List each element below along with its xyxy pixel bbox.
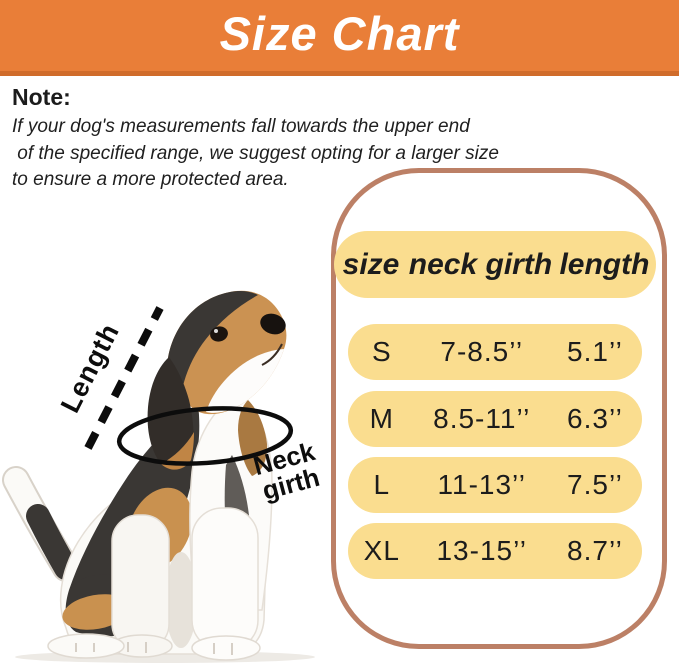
note-line: of the specified range, we suggest optin… xyxy=(12,142,499,164)
note-section: Note: If your dog's measurements fall to… xyxy=(12,84,499,194)
length-dashed-line xyxy=(84,306,164,450)
size-table-frame xyxy=(331,168,667,649)
length-value: 7.5’’ xyxy=(567,469,623,500)
dog-measurement-diagram: Length Neck girth xyxy=(0,280,340,666)
length-value: 6.3’’ xyxy=(567,403,623,434)
size-value: M xyxy=(369,403,394,434)
neck-girth-value: 7-8.5’’ xyxy=(440,336,524,367)
table-row: M 8.5-11’’ 6.3’’ xyxy=(348,391,642,447)
size-value: S xyxy=(371,336,392,367)
column-header-length: length xyxy=(559,247,650,281)
neck-girth-value: 13-15’’ xyxy=(436,535,528,566)
table-row: S 7-8.5’’ 5.1’’ xyxy=(348,324,642,380)
neck-girth-value: 11-13’’ xyxy=(437,469,526,500)
size-value: XL xyxy=(363,535,400,566)
note-line: to ensure a more protected area. xyxy=(12,169,289,190)
neck-girth-ring xyxy=(116,406,294,466)
column-header-size: size xyxy=(342,247,400,281)
page-title: Size Chart xyxy=(219,7,460,60)
dog-nose xyxy=(260,313,286,335)
note-line: If your dog's measurements fall towards … xyxy=(12,116,470,137)
dog-photo: Length Neck girth xyxy=(2,290,323,663)
table-row: XL 13-15’’ 8.7’’ xyxy=(348,523,642,579)
length-value: 5.1’’ xyxy=(567,336,623,367)
column-header-neck-girth: neck girth xyxy=(408,247,553,281)
size-value: L xyxy=(373,469,391,500)
header-banner: Size Chart xyxy=(0,0,679,76)
neck-girth-value: 8.5-11’’ xyxy=(433,403,531,434)
length-label: Length xyxy=(55,318,125,417)
table-row: L 11-13’’ 7.5’’ xyxy=(348,457,642,513)
note-label: Note: xyxy=(12,84,71,110)
length-value: 8.7’’ xyxy=(567,535,623,566)
table-header-row: size neck girth length xyxy=(334,231,656,298)
